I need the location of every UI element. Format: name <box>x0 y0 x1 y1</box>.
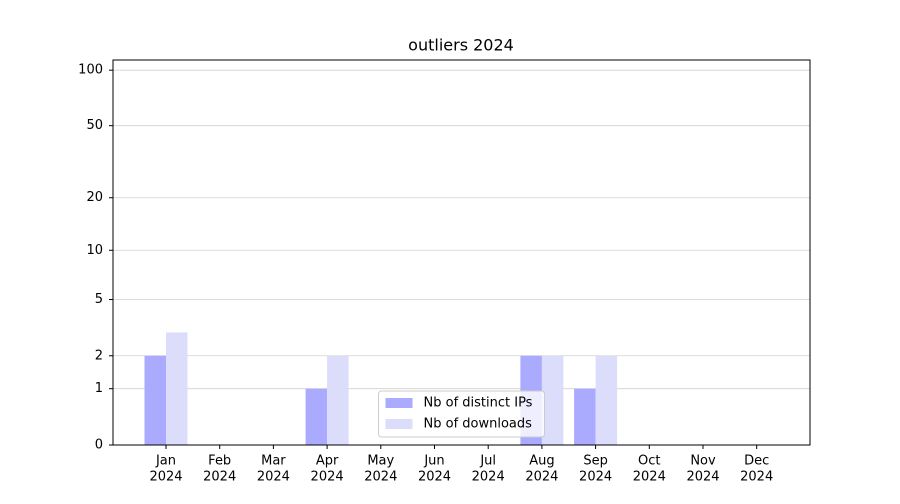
x-tick-label: 2024 <box>686 470 719 485</box>
x-tick-label: Jun <box>423 454 444 469</box>
legend-swatch <box>385 398 413 408</box>
x-tick-label: May <box>367 454 394 469</box>
bar <box>595 355 618 445</box>
y-tick-label: 10 <box>86 243 103 258</box>
bar <box>144 355 166 445</box>
legend-label: Nb of downloads <box>424 417 533 432</box>
x-tick-label: Dec <box>744 454 769 469</box>
x-tick-label: 2024 <box>633 470 666 485</box>
x-tick-label: Jan <box>155 454 176 469</box>
bar <box>541 355 564 445</box>
x-tick-label: 2024 <box>418 470 451 485</box>
plot-frame <box>112 59 811 446</box>
x-tick-label: Jul <box>479 454 496 469</box>
x-tick-label: 2024 <box>525 470 558 485</box>
y-tick-label: 0 <box>95 438 103 453</box>
x-tick-label: 2024 <box>257 470 290 485</box>
x-tick-label: 2024 <box>472 470 505 485</box>
y-tick-label: 5 <box>95 292 103 307</box>
x-tick-label: Feb <box>208 454 231 469</box>
bar <box>574 388 596 445</box>
x-tick-label: Apr <box>316 454 339 469</box>
y-tick-label: 50 <box>86 118 103 133</box>
x-tick-label: Sep <box>583 454 608 469</box>
x-tick-label: 2024 <box>364 470 397 485</box>
bar <box>166 332 188 445</box>
x-tick-label: 2024 <box>740 470 773 485</box>
x-tick-label: 2024 <box>203 470 236 485</box>
x-tick-label: Nov <box>690 454 716 469</box>
legend-swatch <box>385 419 413 429</box>
y-tick-label: 2 <box>95 348 103 363</box>
chart-title: outliers 2024 <box>408 36 514 55</box>
legend-box <box>378 390 545 438</box>
x-tick-label: Aug <box>529 454 554 469</box>
bar <box>305 388 328 445</box>
x-tick-label: 2024 <box>149 470 182 485</box>
legend-label: Nb of distinct IPs <box>424 396 533 411</box>
y-tick-label: 100 <box>78 63 103 78</box>
x-tick-label: 2024 <box>311 470 344 485</box>
x-tick-label: 2024 <box>579 470 612 485</box>
legend: Nb of distinct IPs Nb of downloads <box>378 390 545 438</box>
x-tick-label: Mar <box>261 454 286 469</box>
y-tick-label: 20 <box>86 190 103 205</box>
y-tick-label: 1 <box>95 381 103 396</box>
bar <box>327 355 349 445</box>
x-tick-label: Oct <box>638 454 660 469</box>
